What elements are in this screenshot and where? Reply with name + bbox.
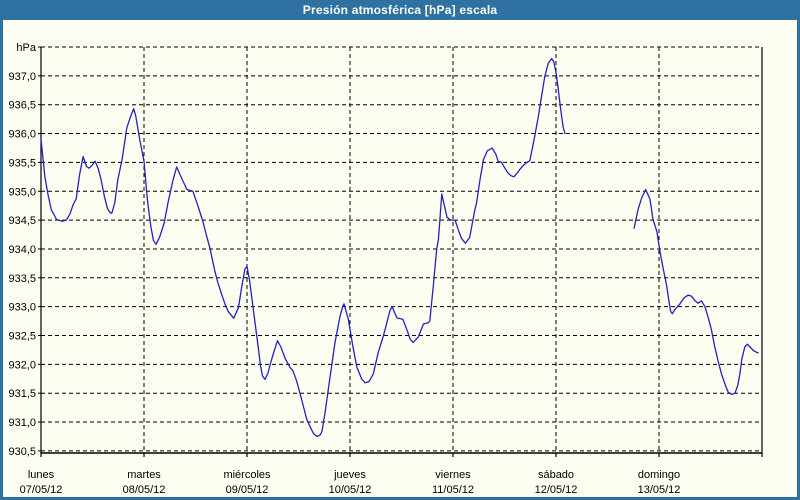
x-date-label: 08/05/12	[123, 484, 166, 496]
x-day-label: domingo	[638, 469, 680, 481]
y-tick-label: 936,5	[8, 100, 36, 112]
pressure-chart: hPa 937,0 936,5 936,0 935,5 935,0 934,5 934,0 93…	[8, 42, 763, 496]
x-day-label: lunes	[28, 469, 55, 481]
y-tick-label: 937,0	[8, 71, 36, 83]
x-day-label: viernes	[435, 469, 471, 481]
window-title: Presión atmosférica [hPa] escala	[302, 3, 498, 17]
pressure-series	[40, 57, 759, 438]
y-axis-unit-label: hPa	[16, 42, 36, 54]
axis-frame	[40, 47, 763, 457]
x-date-label: 09/05/12	[226, 484, 269, 496]
y-axis-labels: hPa 937,0 936,5 936,0 935,5 935,0 934,5 934,0 93…	[8, 42, 36, 458]
pressure-line-segment	[40, 57, 566, 438]
y-tick-label: 936,0	[8, 129, 36, 141]
x-gridlines	[143, 47, 660, 453]
x-day-label: martes	[127, 469, 161, 481]
x-date-label: 13/05/12	[638, 484, 681, 496]
x-date-label: 10/05/12	[329, 484, 372, 496]
title-bar: Presión atmosférica [hPa] escala	[0, 0, 800, 20]
x-axis-labels: lunes 07/05/12 martes 08/05/12 miércoles 09/0…	[20, 469, 681, 496]
pressure-line-segment	[633, 188, 759, 396]
y-tick-label: 932,0	[8, 359, 36, 371]
x-day-label: sábado	[538, 469, 574, 481]
y-tick-label: 934,0	[8, 244, 36, 256]
x-date-label: 11/05/12	[432, 484, 474, 496]
y-tick-label: 934,5	[8, 215, 36, 227]
y-tick-label: 930,5	[8, 446, 36, 458]
y-tick-label: 933,5	[8, 273, 36, 285]
y-tick-label: 932,5	[8, 331, 36, 343]
x-day-label: jueves	[333, 469, 366, 481]
x-date-label: 12/05/12	[535, 484, 578, 496]
x-day-label: miércoles	[223, 469, 271, 481]
y-tick-label: 933,0	[8, 302, 36, 314]
y-tick-label: 935,0	[8, 186, 36, 198]
y-tick-label: 931,5	[8, 388, 36, 400]
x-date-label: 07/05/12	[20, 484, 63, 496]
chart-panel: hPa 937,0 936,5 936,0 935,5 935,0 934,5 934,0 93…	[3, 20, 797, 497]
y-tick-label: 935,5	[8, 157, 36, 169]
y-tick-label: 931,0	[8, 417, 36, 429]
y-gridlines	[38, 46, 762, 452]
